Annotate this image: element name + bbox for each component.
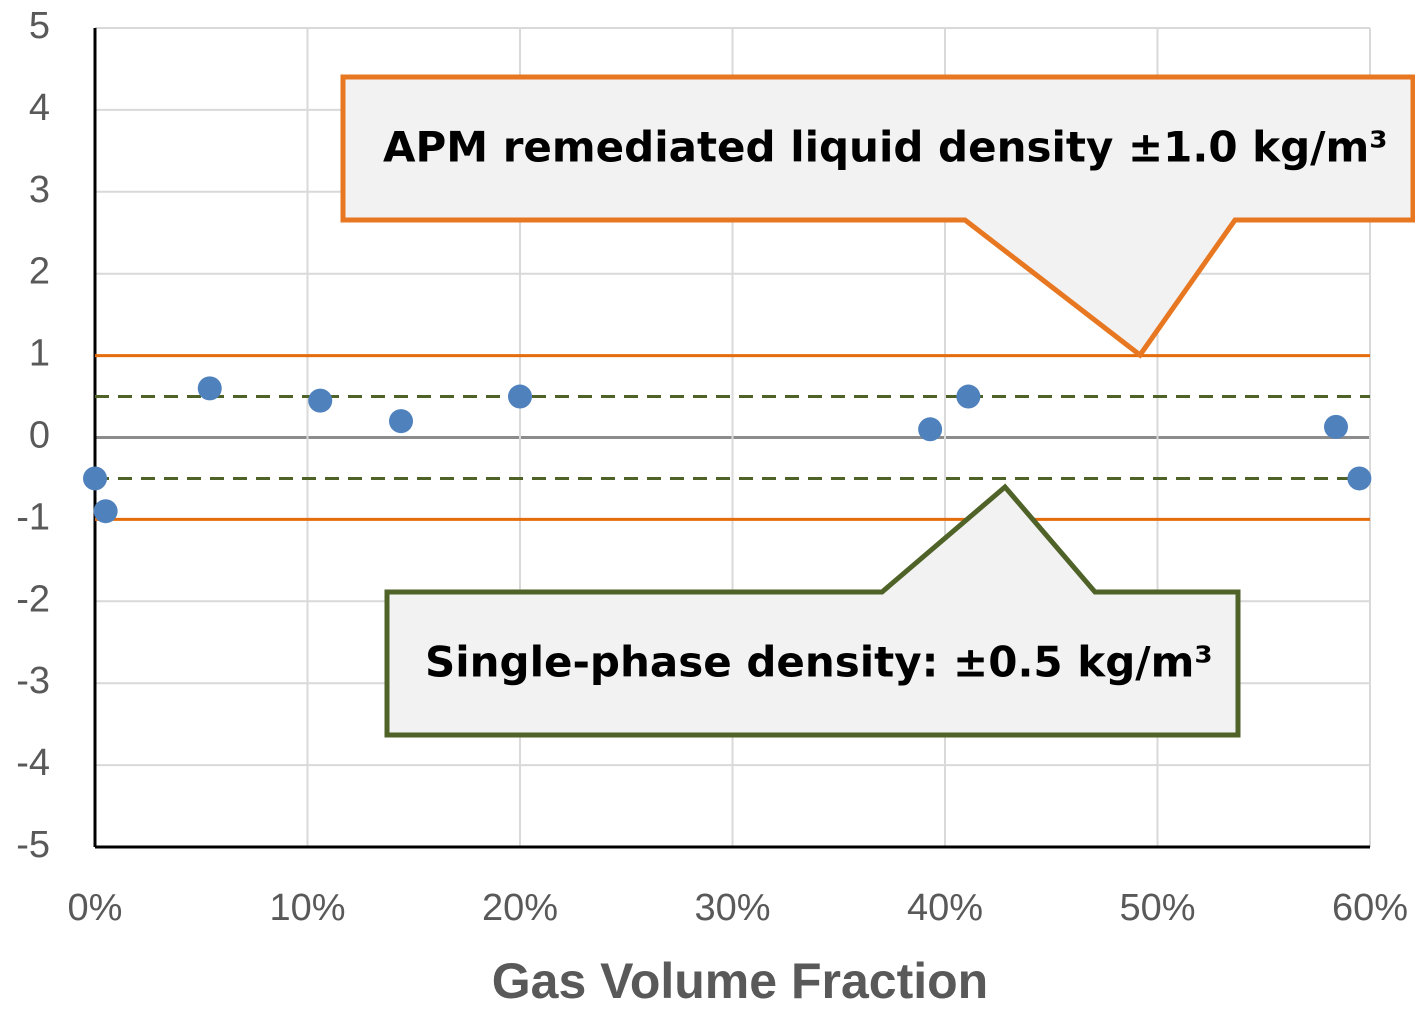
point [1347,466,1372,491]
y-tick-label: 0 [29,415,50,457]
y-tick-label: -4 [16,742,50,784]
x-tick-label: 30% [694,887,770,929]
point [918,417,943,442]
annotation: APM remediated liquid density ±1.0 kg/m³ [383,123,1388,172]
x-tick-label: 10% [269,887,345,929]
x-tick-label: 0% [68,887,123,929]
y-tick-label: 3 [29,169,50,211]
y-tick-label: -2 [16,578,50,620]
callouts: APM remediated liquid density ±1.0 kg/m³… [340,74,1415,738]
point [389,409,413,434]
y-tick-label: 5 [29,5,50,47]
callout-box [340,74,1415,359]
y-tick-label: 4 [29,87,50,129]
y-tick-label: 1 [29,333,50,375]
y-tick-label: -5 [16,824,50,866]
y-tick-label: -3 [16,660,50,702]
y-tick-label: -1 [16,496,50,538]
x-tick-label: 60% [1332,887,1408,929]
x-tick-label: 20% [482,887,558,929]
callout-box [384,483,1241,738]
point [508,384,532,409]
marks [83,354,1372,524]
x-tick-label: 40% [907,887,983,929]
point [93,499,118,524]
point [308,388,333,413]
point [83,466,107,491]
annotation: Single-phase density: ±0.5 kg/m³ [425,638,1213,687]
x-axis-title: Gas Volume Fraction [492,953,988,1009]
point [1324,414,1348,439]
point [197,376,222,401]
y-tick-label: 2 [29,251,50,293]
x-tick-label: 50% [1119,887,1195,929]
point [956,384,981,409]
